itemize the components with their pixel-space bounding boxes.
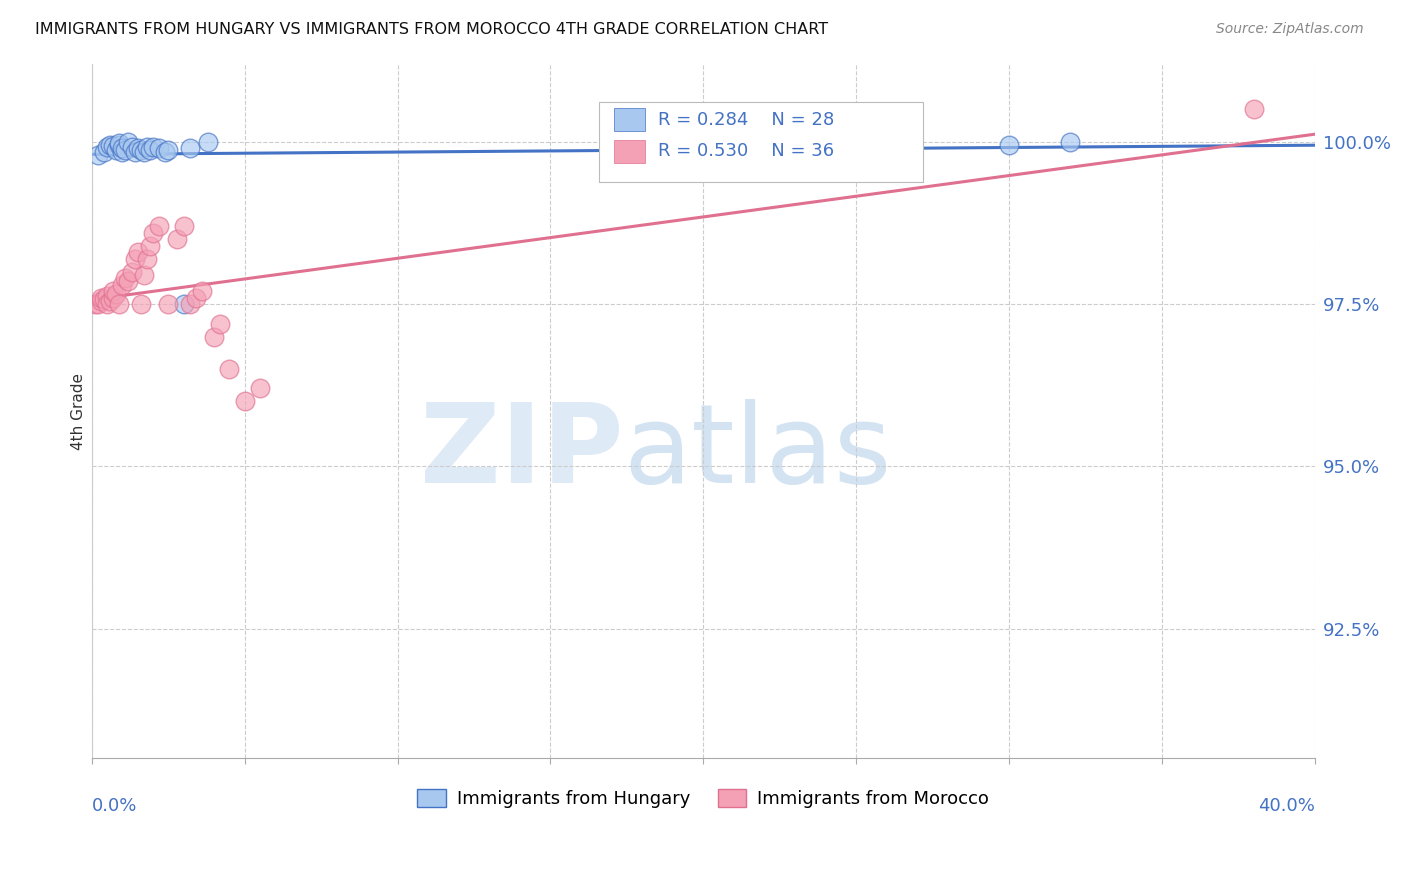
Point [998, 138, 1021, 153]
Point [173, 297, 195, 311]
Point [139, 238, 162, 252]
Point [121, 265, 143, 279]
Point [98, 138, 121, 153]
FancyBboxPatch shape [614, 109, 644, 131]
Point [108, 297, 131, 311]
Point [191, 284, 214, 298]
Point [117, 275, 139, 289]
Point [233, 394, 256, 409]
Point [166, 232, 188, 246]
Point [148, 141, 170, 155]
Point [90, 293, 112, 308]
Point [179, 297, 201, 311]
Point [98, 293, 121, 308]
Point [124, 145, 146, 159]
Point [197, 135, 219, 149]
Text: atlas: atlas [624, 400, 893, 507]
Legend: Immigrants from Hungary, Immigrants from Morocco: Immigrants from Hungary, Immigrants from… [411, 781, 997, 815]
Point [103, 139, 125, 153]
Point [127, 245, 149, 260]
Point [114, 143, 136, 157]
Point [157, 143, 180, 157]
Point [114, 271, 136, 285]
Point [132, 268, 155, 282]
Point [142, 140, 165, 154]
Point [93, 292, 115, 306]
Point [153, 145, 176, 159]
Point [127, 141, 149, 155]
Point [148, 219, 170, 234]
Text: IMMIGRANTS FROM HUNGARY VS IMMIGRANTS FROM MOROCCO 4TH GRADE CORRELATION CHART: IMMIGRANTS FROM HUNGARY VS IMMIGRANTS FR… [35, 22, 828, 37]
Point [184, 291, 207, 305]
Text: 40.0%: 40.0% [1258, 797, 1315, 814]
FancyBboxPatch shape [614, 140, 644, 163]
Point [105, 287, 128, 301]
Point [103, 284, 125, 298]
Point [139, 143, 162, 157]
Point [218, 362, 240, 376]
Point [83, 297, 105, 311]
Point [157, 297, 180, 311]
Point [111, 145, 134, 159]
Point [108, 138, 131, 153]
Point [111, 277, 134, 292]
Point [209, 317, 232, 331]
Point [96, 297, 118, 311]
FancyBboxPatch shape [599, 103, 924, 182]
Point [121, 140, 143, 154]
Text: R = 0.284    N = 28: R = 0.284 N = 28 [658, 111, 834, 128]
Y-axis label: 4th Grade: 4th Grade [72, 373, 86, 450]
Point [129, 143, 152, 157]
Point [105, 143, 128, 157]
Text: Source: ZipAtlas.com: Source: ZipAtlas.com [1216, 22, 1364, 37]
Point [202, 329, 225, 343]
Point [1059, 135, 1081, 149]
Point [117, 135, 139, 149]
Point [87, 297, 110, 311]
Point [173, 219, 195, 234]
Point [249, 382, 271, 396]
Text: 0.0%: 0.0% [91, 797, 138, 814]
Point [124, 252, 146, 266]
Point [179, 141, 201, 155]
Point [96, 140, 118, 154]
Point [108, 136, 131, 151]
Point [129, 297, 152, 311]
Text: ZIP: ZIP [420, 400, 624, 507]
Point [135, 140, 157, 154]
Point [132, 145, 155, 159]
Point [142, 226, 165, 240]
Point [1243, 103, 1265, 117]
Point [90, 291, 112, 305]
Point [135, 252, 157, 266]
Point [87, 148, 110, 162]
Point [103, 291, 125, 305]
Point [96, 289, 118, 303]
Text: R = 0.530    N = 36: R = 0.530 N = 36 [658, 142, 834, 160]
Point [111, 141, 134, 155]
Point [93, 145, 115, 159]
